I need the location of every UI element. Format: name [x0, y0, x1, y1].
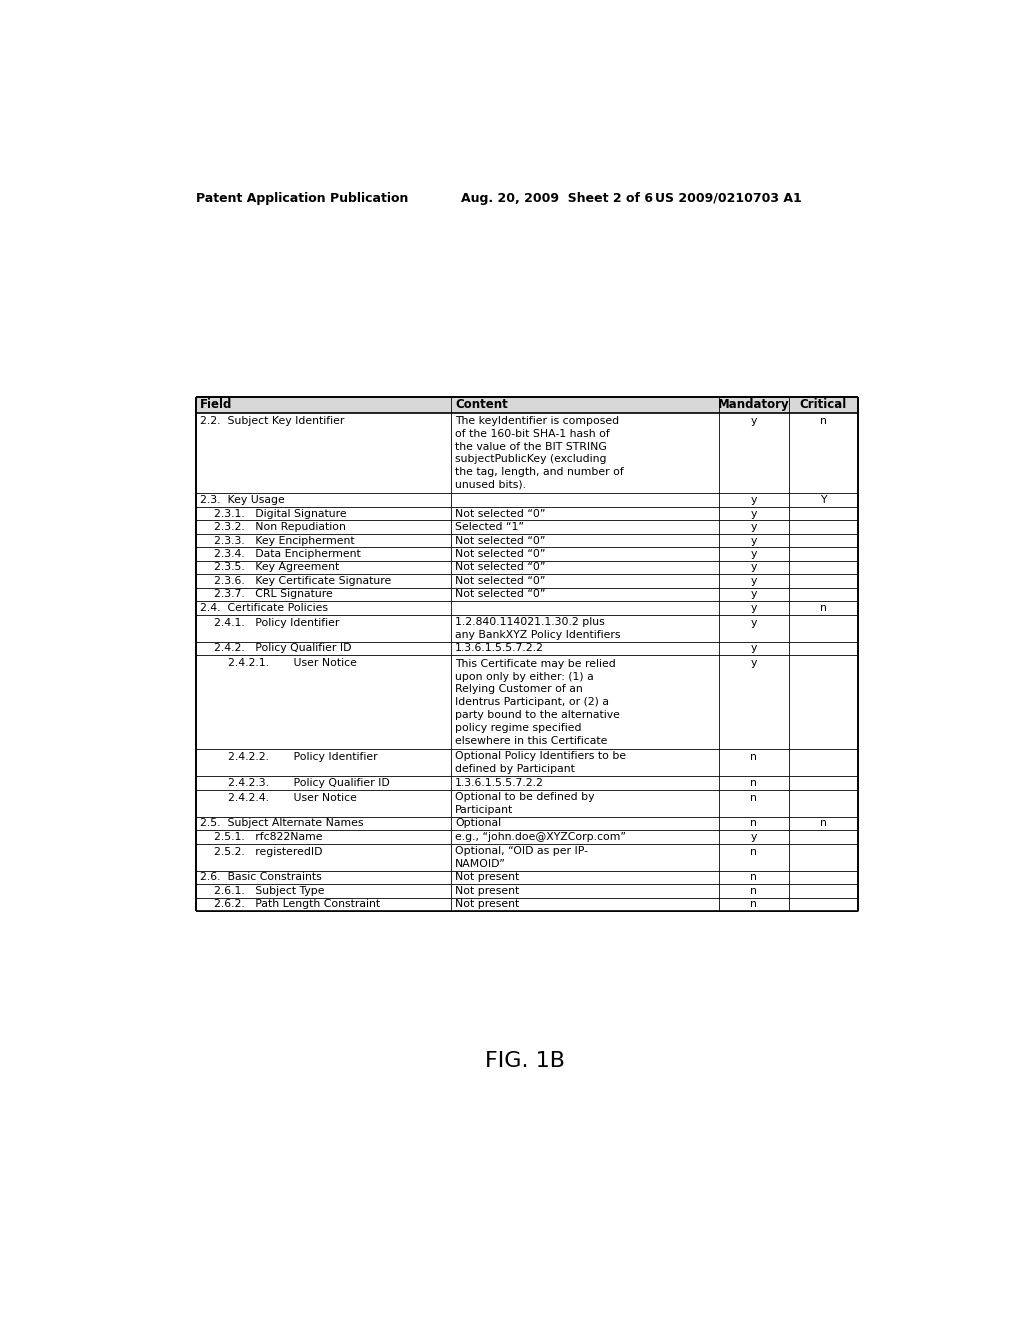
Text: Mandatory: Mandatory — [718, 399, 790, 412]
Text: Not present: Not present — [455, 899, 519, 909]
Text: Not selected “0”: Not selected “0” — [455, 508, 546, 519]
Text: Y: Y — [820, 495, 826, 506]
Text: 1.3.6.1.5.5.7.2.2: 1.3.6.1.5.5.7.2.2 — [455, 777, 544, 788]
Text: y: y — [751, 521, 757, 532]
Text: 2.2.  Subject Key Identifier: 2.2. Subject Key Identifier — [200, 416, 344, 425]
Text: 2.3.3.   Key Encipherment: 2.3.3. Key Encipherment — [200, 536, 354, 545]
Text: y: y — [751, 536, 757, 545]
Text: n: n — [751, 847, 757, 857]
Text: Aug. 20, 2009  Sheet 2 of 6: Aug. 20, 2009 Sheet 2 of 6 — [461, 191, 653, 205]
Text: y: y — [751, 508, 757, 519]
Text: y: y — [751, 603, 757, 612]
Text: n: n — [820, 818, 826, 829]
Text: Patent Application Publication: Patent Application Publication — [197, 191, 409, 205]
Text: defined by Participant: defined by Participant — [455, 764, 574, 775]
Text: Identrus Participant, or (2) a: Identrus Participant, or (2) a — [455, 697, 609, 708]
Text: 2.3.4.   Data Encipherment: 2.3.4. Data Encipherment — [200, 549, 360, 558]
Text: 2.4.2.   Policy Qualifier ID: 2.4.2. Policy Qualifier ID — [200, 643, 351, 653]
Text: Optional, “OID as per IP-: Optional, “OID as per IP- — [455, 846, 588, 855]
Text: y: y — [751, 643, 757, 653]
Text: Not selected “0”: Not selected “0” — [455, 590, 546, 599]
Text: n: n — [820, 603, 826, 612]
Text: 2.3.2.   Non Repudiation: 2.3.2. Non Repudiation — [200, 521, 346, 532]
Text: Not selected “0”: Not selected “0” — [455, 549, 546, 558]
Text: Critical: Critical — [800, 399, 847, 412]
Text: 2.6.2.   Path Length Constraint: 2.6.2. Path Length Constraint — [200, 899, 380, 909]
Text: of the 160-bit SHA-1 hash of: of the 160-bit SHA-1 hash of — [455, 429, 609, 438]
Text: Optional to be defined by: Optional to be defined by — [455, 792, 594, 801]
Text: y: y — [751, 416, 757, 425]
Text: 2.4.2.2.       Policy Identifier: 2.4.2.2. Policy Identifier — [200, 752, 378, 763]
Text: 2.4.1.   Policy Identifier: 2.4.1. Policy Identifier — [200, 618, 339, 628]
Text: 2.5.  Subject Alternate Names: 2.5. Subject Alternate Names — [200, 818, 364, 829]
Text: This Certificate may be relied: This Certificate may be relied — [455, 659, 615, 669]
Bar — [197, 397, 858, 412]
Text: y: y — [751, 576, 757, 586]
Text: party bound to the alternative: party bound to the alternative — [455, 710, 620, 719]
Text: Not selected “0”: Not selected “0” — [455, 562, 546, 573]
Text: 2.4.2.4.       User Notice: 2.4.2.4. User Notice — [200, 793, 357, 803]
Text: Relying Customer of an: Relying Customer of an — [455, 684, 583, 694]
Text: US 2009/0210703 A1: US 2009/0210703 A1 — [655, 191, 802, 205]
Text: n: n — [751, 886, 757, 896]
Text: n: n — [751, 752, 757, 763]
Text: y: y — [751, 659, 757, 668]
Text: any BankXYZ Policy Identifiers: any BankXYZ Policy Identifiers — [455, 630, 621, 639]
Text: 2.5.1.   rfc822Name: 2.5.1. rfc822Name — [200, 832, 323, 842]
Text: y: y — [751, 590, 757, 599]
Text: y: y — [751, 549, 757, 558]
Text: upon only by either: (1) a: upon only by either: (1) a — [455, 672, 594, 681]
Text: e.g., “john.doe@XYZCorp.com”: e.g., “john.doe@XYZCorp.com” — [455, 832, 626, 842]
Text: the tag, length, and number of: the tag, length, and number of — [455, 467, 624, 477]
Text: Not present: Not present — [455, 873, 519, 882]
Text: 1.2.840.114021.1.30.2 plus: 1.2.840.114021.1.30.2 plus — [455, 616, 604, 627]
Text: Selected “1”: Selected “1” — [455, 521, 524, 532]
Text: 2.3.7.   CRL Signature: 2.3.7. CRL Signature — [200, 590, 333, 599]
Text: n: n — [751, 899, 757, 909]
Text: 2.3.1.   Digital Signature: 2.3.1. Digital Signature — [200, 508, 347, 519]
Text: 1.3.6.1.5.5.7.2.2: 1.3.6.1.5.5.7.2.2 — [455, 643, 544, 653]
Text: y: y — [751, 832, 757, 842]
Text: Optional Policy Identifiers to be: Optional Policy Identifiers to be — [455, 751, 626, 762]
Text: Not selected “0”: Not selected “0” — [455, 576, 546, 586]
Text: y: y — [751, 495, 757, 506]
Text: Not present: Not present — [455, 886, 519, 896]
Text: n: n — [751, 777, 757, 788]
Text: 2.5.2.   registeredID: 2.5.2. registeredID — [200, 847, 323, 857]
Text: Field: Field — [200, 399, 232, 412]
Text: n: n — [751, 818, 757, 829]
Text: y: y — [751, 562, 757, 573]
Text: y: y — [751, 618, 757, 628]
Text: policy regime specified: policy regime specified — [455, 723, 582, 733]
Text: Participant: Participant — [455, 805, 513, 814]
Text: 2.6.1.   Subject Type: 2.6.1. Subject Type — [200, 886, 325, 896]
Text: Not selected “0”: Not selected “0” — [455, 536, 546, 545]
Text: 2.4.2.3.       Policy Qualifier ID: 2.4.2.3. Policy Qualifier ID — [200, 777, 390, 788]
Text: Content: Content — [455, 399, 508, 412]
Text: the value of the BIT STRING: the value of the BIT STRING — [455, 441, 606, 451]
Text: FIG. 1B: FIG. 1B — [484, 1051, 565, 1071]
Text: 2.4.  Certificate Policies: 2.4. Certificate Policies — [200, 603, 328, 612]
Text: The keyIdentifier is composed: The keyIdentifier is composed — [455, 416, 620, 426]
Text: 2.6.  Basic Constraints: 2.6. Basic Constraints — [200, 873, 322, 882]
Text: n: n — [751, 793, 757, 803]
Text: subjectPublicKey (excluding: subjectPublicKey (excluding — [455, 454, 606, 465]
Text: n: n — [820, 416, 826, 425]
Text: NAMOID”: NAMOID” — [455, 858, 506, 869]
Text: 2.3.6.   Key Certificate Signature: 2.3.6. Key Certificate Signature — [200, 576, 391, 586]
Text: elsewhere in this Certificate: elsewhere in this Certificate — [455, 735, 607, 746]
Text: 2.4.2.1.       User Notice: 2.4.2.1. User Notice — [200, 659, 357, 668]
Text: Optional: Optional — [455, 818, 501, 829]
Text: 2.3.  Key Usage: 2.3. Key Usage — [200, 495, 285, 506]
Text: 2.3.5.   Key Agreement: 2.3.5. Key Agreement — [200, 562, 339, 573]
Text: n: n — [751, 873, 757, 882]
Text: unused bits).: unused bits). — [455, 480, 526, 490]
